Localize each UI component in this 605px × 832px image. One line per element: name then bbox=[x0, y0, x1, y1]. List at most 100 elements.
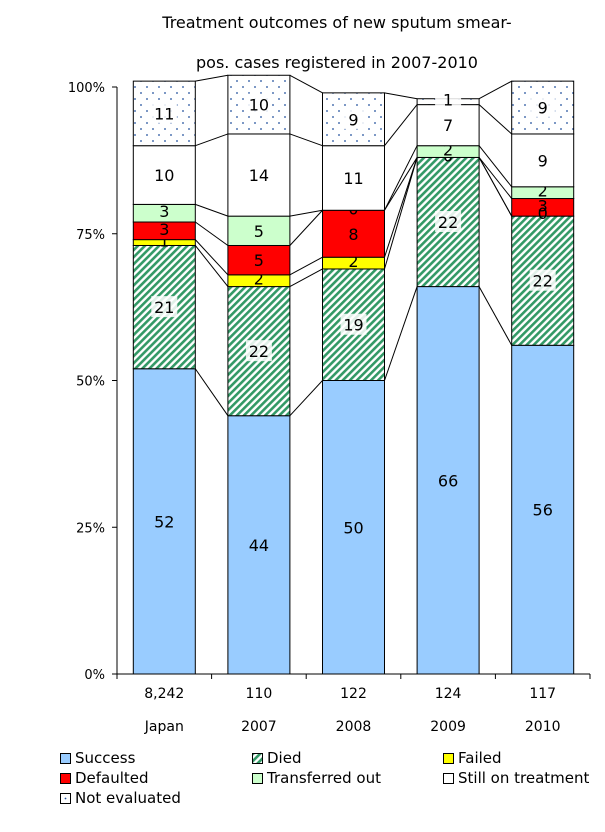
series-connector-line bbox=[478, 157, 513, 217]
data-label-background bbox=[340, 108, 367, 130]
y-tick-label: 100% bbox=[68, 81, 105, 96]
data-label-transferred-out: 5 bbox=[254, 222, 264, 241]
category-count-label: 8,242 bbox=[144, 686, 184, 702]
data-label-still-on-treatment: 7 bbox=[443, 116, 453, 135]
series-connector-line bbox=[384, 157, 418, 270]
category-label: 2008 bbox=[336, 719, 372, 735]
legend-swatch-still-on-treatment bbox=[443, 772, 454, 784]
data-label-not-evaluated: 11 bbox=[154, 104, 174, 123]
legend-item-not-evaluated: Not evaluated bbox=[60, 788, 181, 808]
data-label-failed: 1 bbox=[159, 232, 169, 251]
y-tick-label: 0% bbox=[84, 668, 105, 683]
category-count-label: 117 bbox=[529, 686, 556, 702]
legend-item-defaulted: Defaulted bbox=[60, 768, 149, 788]
bar-segment-still-on-treatment bbox=[227, 133, 291, 217]
legend-swatch-not-evaluated bbox=[60, 792, 71, 804]
series-connector-line bbox=[289, 380, 323, 417]
series-connector-line bbox=[478, 286, 513, 346]
legend-item-still-on-treatment: Still on treatment bbox=[443, 768, 589, 788]
data-label-background bbox=[151, 296, 178, 318]
bar-segment-defaulted bbox=[227, 244, 291, 276]
series-connector-line bbox=[289, 74, 323, 94]
data-label-still-on-treatment: 9 bbox=[538, 151, 548, 170]
category-label: Japan bbox=[144, 719, 184, 735]
data-label-died: 22 bbox=[438, 213, 458, 232]
series-connector-line bbox=[194, 239, 229, 276]
plot-area: 0%25%50%75%100%522113310118,242Japan4422… bbox=[68, 74, 591, 735]
series-connector-line bbox=[289, 133, 323, 147]
data-label-defaulted: 8 bbox=[348, 225, 358, 244]
bar-segment-still-on-treatment bbox=[132, 145, 196, 205]
data-label-transferred-out: 3 bbox=[159, 202, 169, 221]
data-label-died: 21 bbox=[154, 298, 174, 317]
series-connector-line bbox=[289, 209, 323, 246]
series-connector-line bbox=[384, 145, 418, 211]
data-label-background bbox=[529, 269, 556, 291]
legend-label-success: Success bbox=[75, 749, 136, 767]
series-connector-line bbox=[195, 74, 228, 82]
data-label-not-evaluated: 9 bbox=[538, 99, 548, 118]
data-label-success: 66 bbox=[438, 471, 458, 490]
legend-label-defaulted: Defaulted bbox=[75, 769, 149, 787]
legend-item-transferred-out: Transferred out bbox=[252, 768, 381, 788]
category-count-label: 124 bbox=[435, 686, 462, 702]
data-label-still-on-treatment: 10 bbox=[154, 166, 174, 185]
bar-segment-transferred-out bbox=[227, 215, 291, 246]
series-connector-line bbox=[384, 157, 418, 211]
series-connector-line bbox=[194, 368, 229, 417]
data-label-background bbox=[435, 90, 462, 112]
series-connector-line bbox=[289, 256, 323, 276]
data-label-still-on-treatment: 11 bbox=[343, 169, 363, 188]
bar-segment-success bbox=[416, 286, 480, 675]
y-tick-label: 75% bbox=[76, 228, 105, 243]
category-count-label: 110 bbox=[246, 686, 273, 702]
data-label-defaulted: 3 bbox=[159, 220, 169, 239]
data-label-not-evaluated: 1 bbox=[443, 91, 453, 110]
data-label-success: 50 bbox=[343, 518, 363, 537]
data-label-died: 22 bbox=[533, 272, 553, 291]
data-label-background bbox=[151, 102, 178, 124]
data-label-defaulted: 5 bbox=[254, 251, 264, 270]
series-connector-line bbox=[384, 157, 418, 258]
series-connector-line bbox=[195, 133, 229, 147]
series-connector-line bbox=[478, 80, 512, 100]
legend-label-still-on-treatment: Still on treatment bbox=[458, 769, 590, 787]
series-connector-line bbox=[289, 268, 323, 288]
series-connector-line bbox=[195, 221, 229, 246]
data-label-background bbox=[340, 313, 367, 335]
legend-label-died: Died bbox=[267, 749, 302, 767]
data-label-extra: 0 bbox=[538, 204, 548, 223]
series-connector-line bbox=[194, 245, 229, 287]
legend-swatch-died bbox=[252, 752, 263, 764]
bar-segment-success bbox=[322, 380, 385, 675]
legend-item-success: Success bbox=[60, 748, 135, 768]
series-connector-line bbox=[384, 104, 418, 147]
data-label-defaulted: 3 bbox=[538, 196, 548, 215]
data-label-not-evaluated: 10 bbox=[249, 96, 269, 115]
series-connector-line bbox=[478, 145, 513, 188]
data-label-background bbox=[435, 211, 462, 233]
series-connector-line bbox=[289, 209, 323, 217]
data-label-background bbox=[245, 93, 272, 115]
legend-label-transferred-out: Transferred out bbox=[267, 769, 381, 787]
legend: Success Died Failed Defaulted Transferre… bbox=[60, 748, 605, 828]
data-label-transferred-out: 2 bbox=[443, 141, 453, 160]
legend-label-failed: Failed bbox=[458, 749, 502, 767]
category-label: 2009 bbox=[430, 719, 466, 735]
category-count-label: 122 bbox=[340, 686, 367, 702]
data-label-failed: 2 bbox=[254, 270, 264, 289]
y-tick-label: 50% bbox=[76, 375, 105, 390]
data-label-success: 52 bbox=[154, 512, 174, 531]
legend-swatch-defaulted bbox=[60, 772, 71, 784]
series-connector-line bbox=[478, 157, 513, 199]
data-label-died: 22 bbox=[249, 342, 269, 361]
category-label: 2010 bbox=[525, 719, 561, 735]
series-connector-line bbox=[478, 104, 513, 135]
data-label-still-on-treatment: 14 bbox=[249, 166, 269, 185]
legend-swatch-success bbox=[60, 752, 71, 764]
data-label-failed: 2 bbox=[348, 252, 358, 271]
legend-item-failed: Failed bbox=[443, 748, 502, 768]
bar-segment-success bbox=[511, 344, 575, 675]
data-label-transferred-out: 2 bbox=[538, 182, 548, 201]
data-label-success: 44 bbox=[249, 536, 269, 555]
